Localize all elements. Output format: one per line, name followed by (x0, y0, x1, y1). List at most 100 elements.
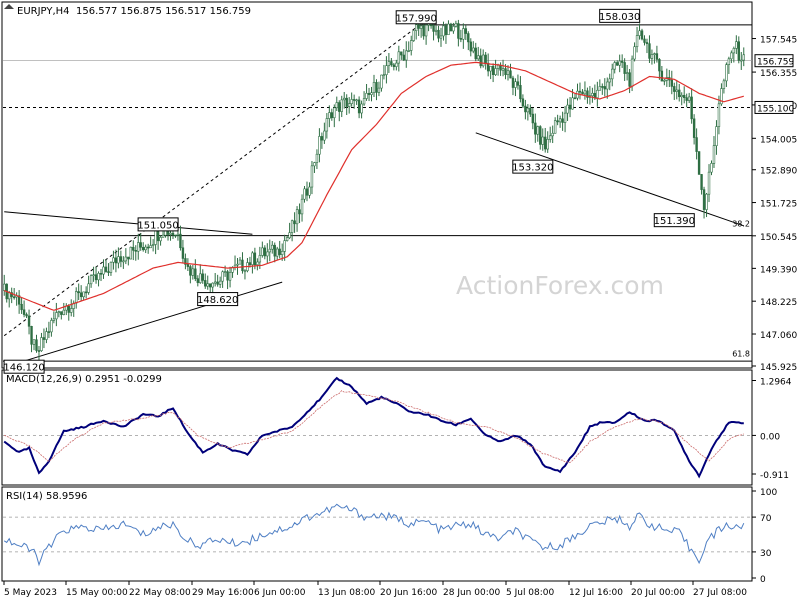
candle-body (534, 122, 537, 135)
candle-body (620, 60, 624, 63)
candle-body (12, 296, 16, 299)
candle-body (300, 198, 304, 215)
candle-body (640, 30, 644, 40)
candle-body (57, 311, 61, 313)
candle-body (459, 38, 463, 40)
candle-body (412, 30, 415, 41)
candle-body (343, 97, 346, 101)
candle-body (318, 136, 321, 155)
candle-body (258, 255, 262, 263)
candle-body (680, 94, 683, 98)
candle-body (732, 48, 736, 54)
candle-body (410, 40, 413, 51)
candle-body (355, 99, 358, 102)
candle-body (20, 303, 23, 311)
candle-body (511, 77, 515, 88)
candle-body (606, 81, 609, 90)
candle-body (568, 104, 572, 110)
candle-body (638, 30, 641, 36)
candle-body (283, 240, 286, 252)
candle-body (151, 244, 155, 246)
price-annotation-label: 151.050 (137, 220, 178, 231)
candle-body (42, 337, 46, 340)
x-tick-label: 12 Jul 16:00 (569, 588, 623, 598)
macd-panel-frame (1, 369, 753, 486)
price-tick-label: 145.925 (760, 363, 797, 373)
candle-body (367, 92, 371, 95)
candle-body (45, 331, 48, 340)
candle-body (474, 47, 477, 60)
price-annotation-label: 158.030 (599, 12, 640, 23)
candle-body (184, 258, 187, 265)
candle-body (174, 234, 177, 237)
candle-body (469, 41, 472, 52)
candle-body (581, 91, 584, 95)
candle-body (392, 64, 396, 67)
price-tag-box (754, 100, 794, 114)
price-annotation-label: 151.390 (654, 216, 695, 227)
candle-body (201, 273, 204, 281)
candle-body (109, 261, 113, 273)
candle-body (35, 339, 38, 351)
candle-body (702, 189, 706, 210)
price-tick-label: 150.545 (760, 233, 797, 243)
candle-body (169, 232, 172, 235)
candle-body (256, 261, 259, 266)
trend-line (475, 132, 744, 227)
candle-body (524, 105, 527, 113)
candle-body (675, 89, 678, 92)
candle-body (189, 266, 192, 276)
candle-body (628, 72, 631, 87)
candle-body (608, 78, 611, 83)
price-tick-label: 151.725 (760, 200, 797, 210)
candle-body (653, 53, 656, 55)
x-tick-label: 20 Jun 16:00 (380, 588, 437, 598)
candle-body (360, 103, 363, 114)
candle-body (102, 266, 105, 275)
candle-body (407, 50, 410, 52)
candle-body (129, 246, 133, 260)
candle-body (179, 233, 182, 249)
candle-body (55, 312, 58, 320)
candle-body (99, 273, 103, 275)
candle-body (613, 62, 616, 70)
candle-body (310, 165, 314, 188)
price-annotation-label: 148.620 (197, 295, 238, 306)
candle-body (563, 112, 567, 123)
candle-body (328, 112, 331, 119)
candle-body (161, 234, 165, 238)
candle-body (347, 103, 351, 107)
candle-body (248, 262, 252, 265)
candle-body (154, 230, 157, 245)
candle-body (149, 245, 152, 249)
candle-body (414, 24, 418, 31)
candle-body (477, 55, 480, 60)
candle-body (176, 233, 180, 236)
candle-body (630, 58, 634, 87)
candle-body (692, 118, 696, 138)
candle-body (541, 136, 544, 145)
candle-body (623, 62, 626, 74)
candle-body (17, 295, 21, 305)
price-panel-frame (1, 1, 753, 369)
candle-body (196, 278, 200, 283)
candle-body (362, 98, 366, 105)
x-tick-label: 5 Jul 08:00 (506, 588, 555, 598)
candle-body (385, 65, 388, 75)
candle-body (27, 315, 31, 327)
candle-body (472, 47, 475, 52)
candle-body (127, 256, 130, 260)
candle-body (548, 135, 552, 140)
candle-body (87, 283, 90, 293)
candle-body (112, 257, 115, 263)
candle-body (424, 24, 428, 37)
rsi-title: RSI(14) 58.9596 (6, 491, 87, 502)
candle-body (650, 54, 654, 59)
candle-body (479, 55, 482, 67)
candle-body (544, 136, 547, 150)
candle-body (97, 273, 100, 281)
candle-body (730, 52, 733, 60)
macd-main-line (3, 376, 744, 479)
candle-body (124, 256, 128, 262)
candle-body (315, 153, 319, 163)
